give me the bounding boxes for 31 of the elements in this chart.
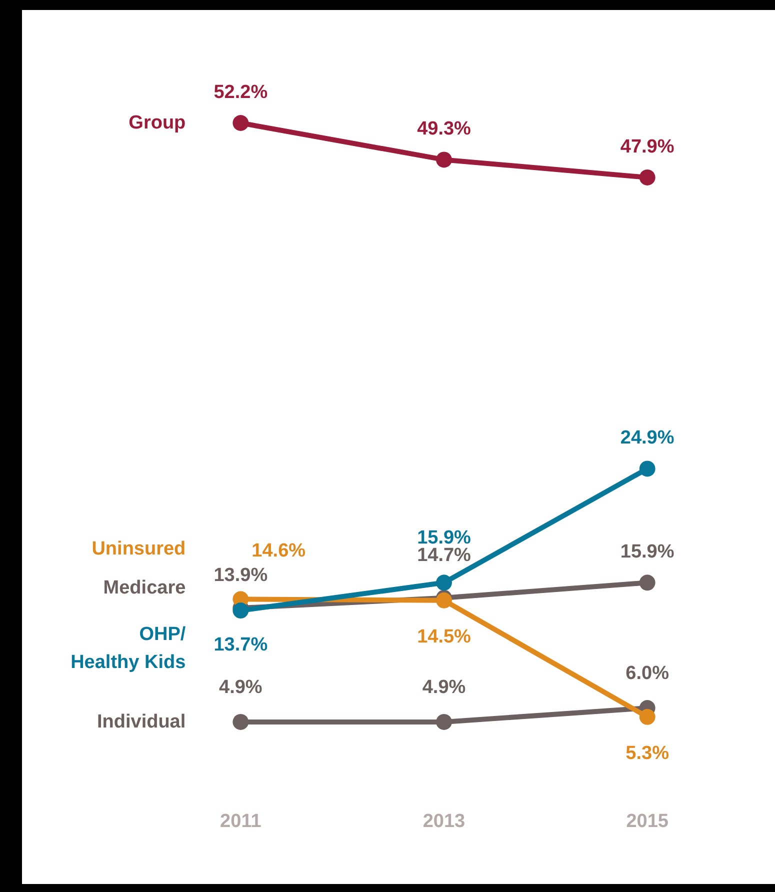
data-label: 52.2%	[214, 82, 268, 103]
data-label: 6.0%	[626, 663, 670, 684]
data-label: 24.9%	[620, 428, 674, 449]
text: Medicare	[103, 577, 186, 598]
data-label: 47.9%	[620, 136, 674, 158]
point	[232, 602, 249, 619]
x-tick-label: 2011	[220, 811, 262, 832]
point	[639, 460, 656, 477]
data-label: 13.9%	[214, 564, 268, 586]
text: Individual	[96, 711, 186, 732]
point	[639, 169, 656, 186]
x-tick-label: 2015	[626, 811, 669, 832]
data-label: 14.6%	[252, 540, 306, 562]
text: Group	[128, 112, 186, 134]
text: Uninsured	[92, 538, 186, 560]
point	[232, 714, 249, 730]
data-label: 13.7%	[214, 634, 268, 656]
text: OHP/ Healthy Kids	[70, 624, 186, 674]
data-label: 4.9%	[219, 676, 262, 698]
point	[639, 574, 656, 591]
data-label: 14.5%	[417, 626, 472, 648]
point	[436, 574, 452, 591]
data-label: 4.9%	[422, 676, 466, 698]
point	[436, 714, 452, 730]
point	[436, 152, 452, 168]
data-label: 49.3%	[417, 118, 472, 140]
x-tick-label: 2013	[422, 811, 466, 832]
data-label: 15.9%	[620, 542, 674, 563]
data-label: 5.3%	[626, 742, 670, 764]
point	[232, 115, 249, 131]
point	[639, 708, 656, 725]
